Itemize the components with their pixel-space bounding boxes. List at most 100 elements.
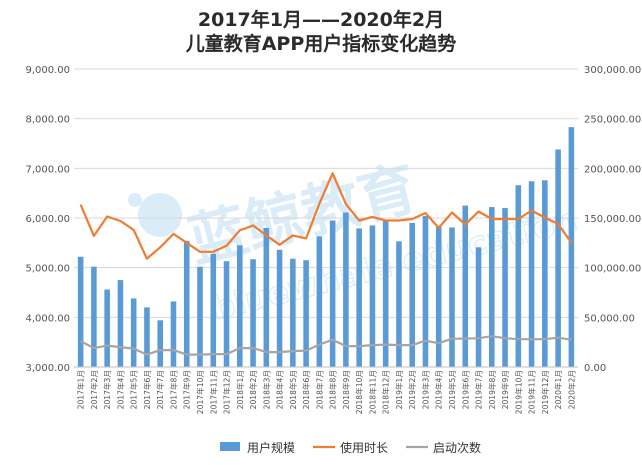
x-tick-label: 2017年2月 [89, 370, 99, 409]
bar [170, 301, 177, 367]
x-tick-label: 2019年8月 [487, 370, 497, 409]
right-tick-label: 150,000.00 [584, 214, 641, 225]
right-tick-label: 200,000.00 [584, 164, 641, 175]
bar [237, 245, 243, 367]
x-tick-label: 2019年11月 [527, 370, 537, 414]
bar [502, 208, 508, 367]
x-tick-label: 2017年1月 [76, 370, 86, 409]
legend-label: 用户规模 [247, 440, 295, 455]
left-tick-label: 7,000.00 [25, 164, 70, 175]
x-tick-label: 2017年4月 [115, 370, 125, 409]
x-tick-label: 2018年9月 [341, 370, 351, 409]
x-tick-label: 2018年6月 [301, 370, 311, 409]
bar [316, 236, 323, 367]
x-tick-label: 2018年2月 [248, 370, 258, 409]
x-tick-label: 2019年4月 [434, 370, 444, 409]
bar [449, 227, 455, 367]
x-tick-label: 2019年12月 [540, 370, 550, 414]
bar [409, 222, 415, 367]
x-tick-label: 2019年2月 [407, 370, 417, 409]
bar [104, 289, 110, 367]
left-tick-label: 9,000.00 [25, 65, 70, 76]
x-tick-label: 2017年5月 [129, 370, 139, 409]
bar [515, 185, 522, 367]
x-tick-label: 2019年10月 [513, 370, 523, 414]
bar [382, 219, 389, 367]
x-tick-label: 2017年7月 [155, 370, 165, 409]
x-tick-label: 2020年2月 [566, 370, 576, 409]
chart-title: 2017年1月——2020年2月 [198, 8, 444, 31]
x-tick-label: 2019年5月 [447, 370, 457, 409]
left-tick-label: 5,000.00 [25, 264, 70, 275]
x-tick-label: 2019年3月 [420, 370, 430, 409]
left-tick-label: 3,000.00 [25, 363, 70, 374]
bar [197, 266, 203, 367]
x-tick-label: 2018年8月 [328, 370, 338, 409]
right-tick-label: 100,000.00 [584, 264, 641, 275]
bar [343, 212, 349, 367]
bar [303, 260, 309, 367]
x-tick-label: 2018年7月 [314, 370, 324, 409]
x-tick-label: 2019年1月 [394, 370, 404, 409]
x-axis: 2017年1月 2017年2月 2017年3月 2017年4月 2017年5月 2017年… [74, 366, 578, 414]
x-tick-label: 2019年7月 [474, 370, 484, 409]
left-axis: 3,000.00 4,000.00 5,000.00 6,000.00 7,000.00… [25, 65, 70, 374]
x-tick-label: 2018年11月 [367, 370, 377, 414]
right-tick-label: 50,000.00 [584, 313, 635, 324]
watermark-logo [138, 193, 182, 237]
x-tick-label: 2019年6月 [460, 370, 470, 409]
x-tick-label: 2018年12月 [381, 370, 391, 414]
legend-swatch [220, 442, 240, 451]
bar [263, 227, 270, 367]
bar [369, 225, 376, 367]
series-line [80, 335, 572, 356]
bar [223, 261, 230, 367]
x-tick-label: 2018年4月 [275, 370, 285, 409]
bar [542, 180, 548, 367]
legend: 用户规模 使用时长 启动次数 [220, 440, 481, 455]
x-tick-label: 2017年9月 [182, 370, 192, 409]
watermark-logo-dot [128, 193, 142, 207]
bar [555, 149, 561, 367]
bar [183, 240, 190, 367]
bar [210, 253, 217, 367]
bar [462, 205, 469, 367]
x-tick-label: 2017年6月 [142, 370, 152, 409]
bar [130, 298, 137, 367]
x-tick-label: 2017年3月 [102, 370, 112, 409]
x-tick-label: 2017年12月 [222, 370, 232, 414]
left-tick-label: 6,000.00 [25, 214, 70, 225]
x-tick-label: 2020年1月 [553, 370, 563, 409]
bar [356, 228, 362, 367]
bar-series [77, 127, 575, 367]
bar [568, 127, 575, 367]
watermark: 蓝鲸教育 bluewhale education [128, 153, 581, 328]
bar [435, 226, 442, 367]
x-tick-label: 2018年5月 [288, 370, 298, 409]
legend-label: 启动次数 [433, 440, 481, 455]
bar [489, 207, 495, 367]
bar [276, 249, 283, 367]
bar [290, 258, 296, 367]
right-axis: 0.00 50,000.00 100,000.00 150,000.00 200,000… [584, 65, 641, 374]
bar [396, 241, 402, 367]
line-series [79, 172, 573, 356]
chart-subtitle: 儿童教育APP用户指标变化趋势 [185, 32, 457, 55]
bar [250, 259, 256, 367]
x-tick-label: 2017年11月 [208, 370, 218, 414]
x-tick-label: 2017年8月 [168, 370, 178, 409]
x-tick-label: 2017年10月 [195, 370, 205, 414]
bar [157, 320, 163, 367]
bar [91, 266, 97, 367]
bar [528, 181, 535, 367]
series-line [79, 172, 573, 260]
x-tick-label: 2018年3月 [261, 370, 271, 409]
x-tick-label: 2018年1月 [235, 370, 245, 409]
left-tick-label: 4,000.00 [25, 313, 70, 324]
bar [475, 247, 482, 367]
right-tick-label: 250,000.00 [584, 115, 641, 126]
bar [77, 256, 84, 367]
x-tick-label: 2018年10月 [354, 370, 364, 414]
x-tick-label: 2019年9月 [500, 370, 510, 409]
